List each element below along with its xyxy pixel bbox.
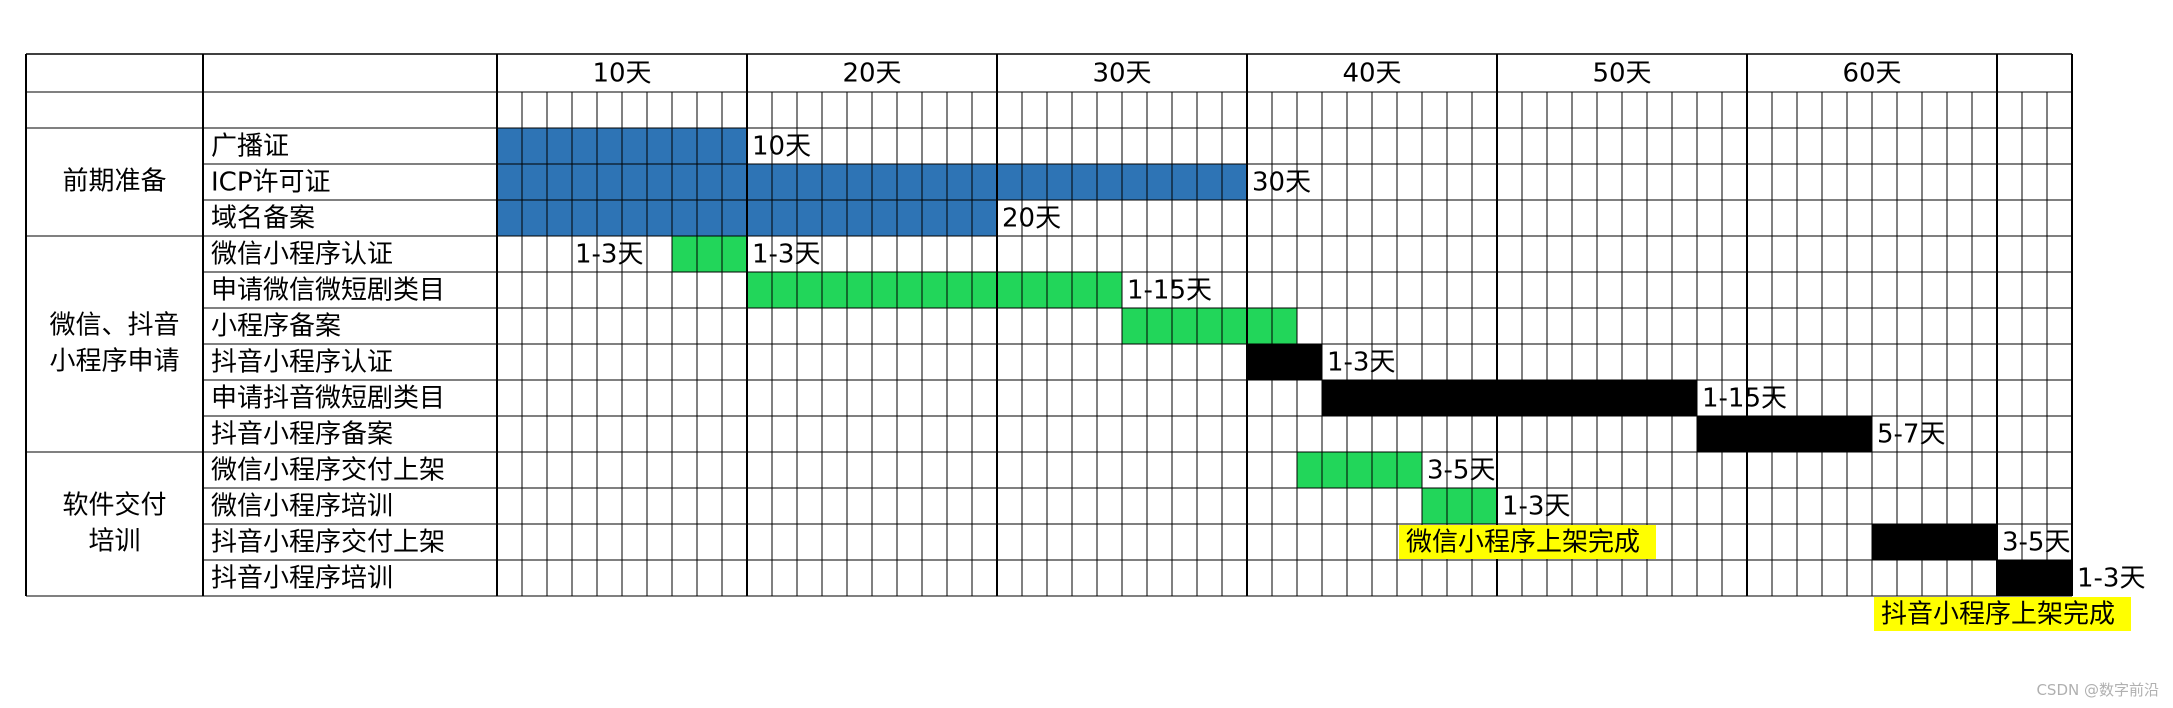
task-name: ICP许可证 [211, 168, 331, 198]
task-bar [1422, 488, 1497, 524]
group-label: 前期准备 [62, 167, 166, 197]
axis-tick-label: 10天 [592, 59, 651, 89]
group-label: 培训 [88, 527, 140, 557]
task-name: 抖音小程序认证 [211, 348, 393, 378]
task-name: 抖音小程序交付上架 [211, 528, 445, 558]
duration-label: 1-3天 [1327, 348, 1395, 378]
duration-label: 1-3天 [1502, 492, 1570, 522]
task-name: 小程序备案 [211, 312, 341, 342]
duration-label: 30天 [1252, 168, 1311, 198]
duration-label: 1-3天 [2077, 564, 2145, 594]
task-name: 申请微信微短剧类目 [211, 276, 445, 306]
task-name: 抖音小程序培训 [211, 564, 393, 594]
duration-label: 1-3天 [752, 240, 820, 270]
milestone-highlight [1399, 525, 1656, 559]
duration-label: 3-5天 [1427, 456, 1495, 486]
axis-tick-label: 50天 [1592, 59, 1651, 89]
csdn-watermark: CSDN @数字前沿 [2036, 681, 2159, 699]
milestone-label: 微信小程序上架完成 [1406, 528, 1640, 558]
task-bar [1122, 308, 1297, 344]
task-name: 微信小程序交付上架 [211, 456, 445, 486]
group-label: 软件交付 [62, 491, 166, 521]
axis-tick-label: 40天 [1342, 59, 1401, 89]
duration-label: 20天 [1002, 204, 1061, 234]
task-name: 微信小程序认证 [211, 240, 393, 270]
task-name: 微信小程序培训 [211, 492, 393, 522]
task-bar [1872, 524, 1997, 560]
duration-label: 5-7天 [1877, 420, 1945, 450]
axis-tick-label: 20天 [842, 59, 901, 89]
task-name: 域名备案 [211, 204, 315, 234]
milestone-label: 抖音小程序上架完成 [1881, 600, 2115, 630]
task-bar [1697, 416, 1872, 452]
task-bar [1997, 560, 2072, 596]
group-label: 小程序申请 [49, 347, 179, 377]
task-name: 广播证 [211, 132, 289, 162]
task-bar [747, 272, 1122, 308]
task-bar [1322, 380, 1697, 416]
milestone-highlight [1874, 597, 2131, 631]
task-bar [1297, 452, 1422, 488]
axis-tick-label: 60天 [1842, 59, 1901, 89]
group-label: 微信、抖音 [49, 311, 179, 341]
task-name: 申请抖音微短剧类目 [211, 384, 445, 414]
major-gridlines [25, 54, 2073, 596]
duration-label: 1-15天 [1702, 384, 1787, 414]
task-name: 抖音小程序备案 [211, 420, 393, 450]
grid-lines [26, 53, 2072, 597]
duration-label: 1-3天 [575, 240, 643, 270]
duration-label: 3-5天 [2002, 528, 2070, 558]
task-bar [1247, 344, 1322, 380]
axis-tick-label: 30天 [1092, 59, 1151, 89]
task-bar [672, 236, 747, 272]
duration-label: 10天 [752, 132, 811, 162]
duration-label: 1-15天 [1127, 276, 1212, 306]
